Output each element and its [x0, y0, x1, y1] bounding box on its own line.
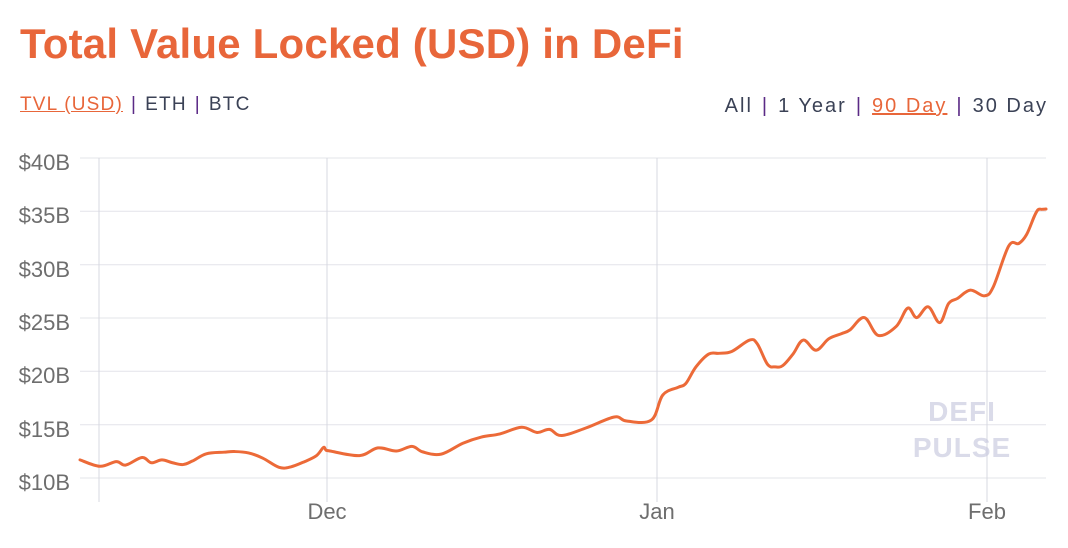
svg-text:PULSE: PULSE [913, 432, 1011, 463]
svg-text:DEFI: DEFI [928, 396, 996, 427]
